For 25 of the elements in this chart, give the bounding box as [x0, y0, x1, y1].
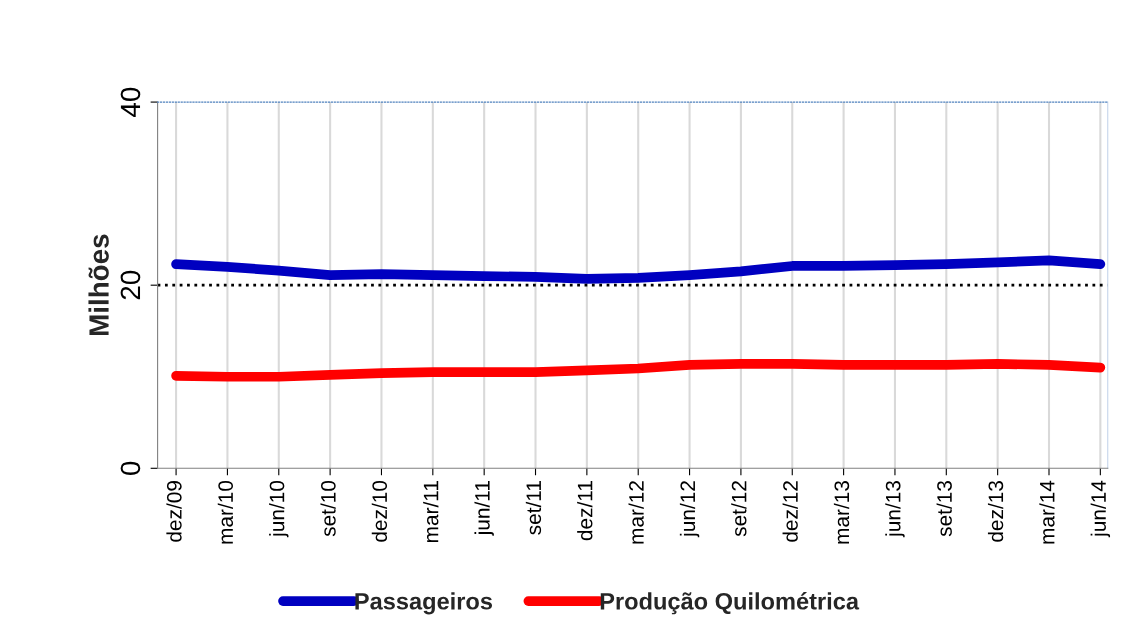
x-tick-label: jun/14 [1090, 480, 1111, 538]
y-tick-label: 40 [120, 87, 141, 117]
x-tick-label: mar/14 [1039, 480, 1055, 544]
x-tick-label: jun/10 [269, 480, 289, 538]
x-tick-label: mar/13 [833, 481, 850, 544]
x-tick-label: mar/11 [423, 481, 439, 543]
y-tick-label: 0 [120, 461, 141, 475]
x-tick-label: dez/10 [371, 480, 388, 542]
x-tick-label: set/13 [936, 481, 952, 537]
x-tick-label: set/12 [731, 481, 747, 537]
x-tick-label: mar/10 [217, 480, 234, 544]
x-tick-label: dez/12 [782, 481, 798, 542]
x-tick-label: jun/12 [679, 481, 700, 538]
x-tick-label: dez/13 [987, 481, 1004, 542]
y-axis-title: Milhões [88, 234, 109, 336]
legend-label: Produção Quilométrica [600, 592, 860, 615]
y-tick-label: 20 [120, 270, 141, 300]
x-tick-label: set/11 [525, 481, 542, 535]
legend-label: Passageiros [355, 592, 493, 615]
x-tick-label: set/10 [320, 480, 336, 537]
x-tick-label: dez/09 [166, 481, 182, 542]
x-tick-label: jun/13 [885, 481, 905, 538]
x-tick-label: dez/11 [577, 481, 593, 541]
x-tick-label: jun/11 [474, 481, 494, 536]
x-tick-label: mar/12 [628, 481, 644, 544]
